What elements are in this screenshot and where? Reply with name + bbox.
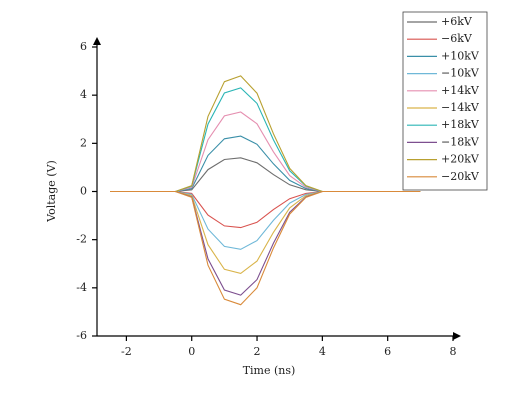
y-tick-label: -6 bbox=[76, 329, 87, 342]
series-line bbox=[110, 87, 421, 193]
y-tick-label: -4 bbox=[76, 281, 87, 294]
series-line bbox=[110, 190, 421, 306]
y-tick-label: -2 bbox=[76, 233, 87, 246]
x-tick-label: -2 bbox=[121, 345, 132, 358]
y-tick-label: 2 bbox=[80, 136, 87, 149]
series-line bbox=[110, 75, 421, 193]
y-tick-label: 4 bbox=[80, 88, 87, 101]
series-line bbox=[110, 111, 421, 193]
x-axis-label: Time (ns) bbox=[243, 364, 296, 377]
legend-label: +18kV bbox=[441, 118, 480, 131]
y-tick-label: 0 bbox=[80, 185, 87, 198]
y-tick-label: 6 bbox=[80, 40, 87, 53]
x-tick-label: 0 bbox=[188, 345, 195, 358]
legend-box bbox=[402, 11, 488, 191]
y-axis-arrow bbox=[93, 37, 101, 45]
series-line bbox=[110, 190, 421, 250]
series-line bbox=[110, 135, 421, 193]
y-axis-label: Voltage (V) bbox=[45, 160, 58, 223]
series-line bbox=[110, 190, 421, 296]
x-tick-label: 4 bbox=[319, 345, 326, 358]
x-axis-arrow bbox=[453, 332, 461, 340]
x-tick-label: 2 bbox=[254, 345, 261, 358]
legend-label: −6kV bbox=[441, 32, 473, 45]
legend-label: −10kV bbox=[441, 67, 480, 80]
legend-label: −18kV bbox=[441, 135, 480, 148]
legend-label: +20kV bbox=[441, 153, 480, 166]
x-tick-label: 8 bbox=[450, 345, 457, 358]
series-line bbox=[110, 190, 421, 229]
legend-label: +6kV bbox=[441, 15, 473, 28]
x-tick-label: 6 bbox=[384, 345, 391, 358]
legend-label: −20kV bbox=[441, 170, 480, 183]
legend-label: −14kV bbox=[441, 101, 480, 114]
series-line bbox=[110, 157, 421, 193]
legend-label: +10kV bbox=[441, 49, 480, 62]
legend-label: +14kV bbox=[441, 84, 480, 97]
